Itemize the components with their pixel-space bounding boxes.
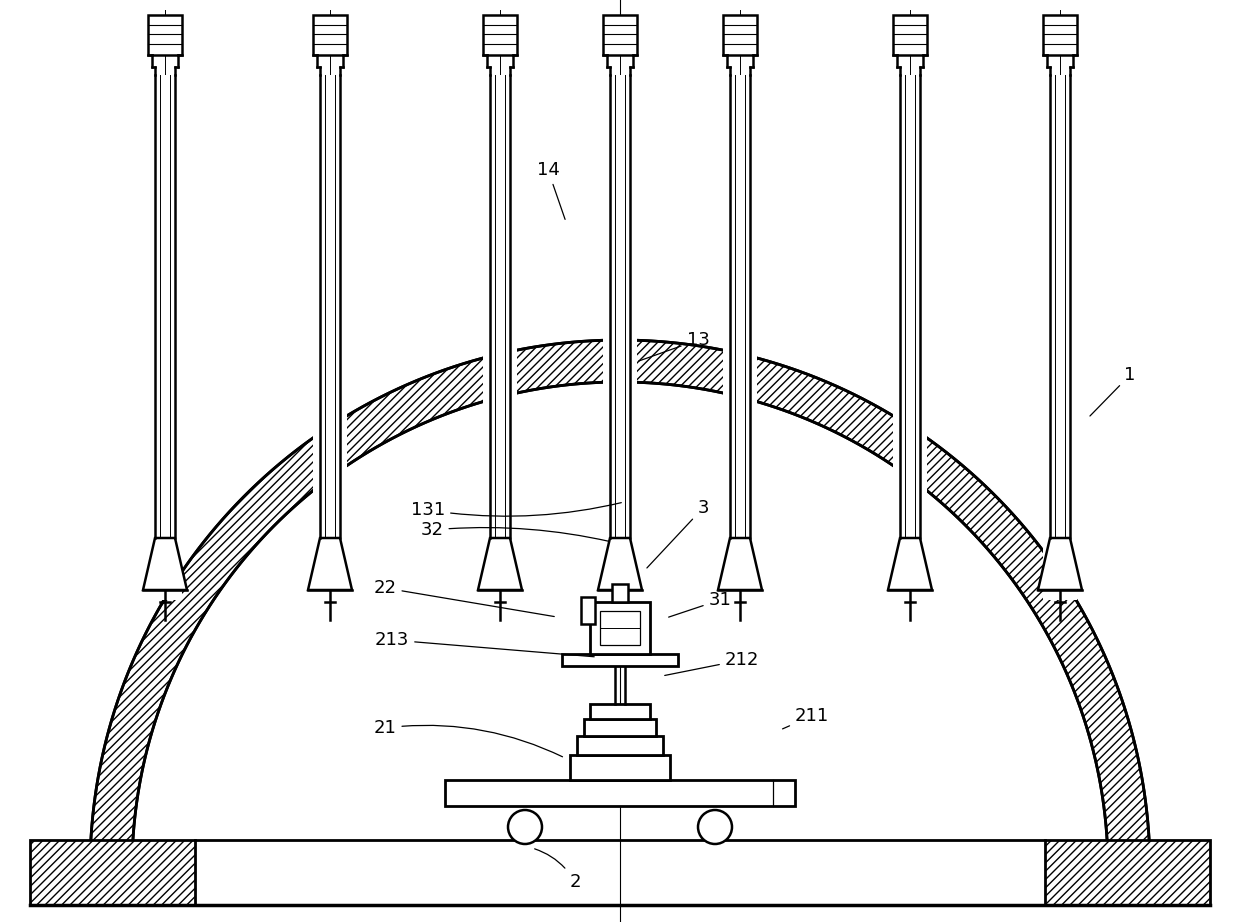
Polygon shape: [562, 654, 678, 666]
Polygon shape: [1050, 75, 1070, 538]
Polygon shape: [570, 755, 670, 780]
Polygon shape: [598, 538, 642, 590]
Polygon shape: [1045, 840, 1210, 905]
Text: 211: 211: [782, 707, 830, 729]
Polygon shape: [577, 736, 663, 755]
Polygon shape: [582, 597, 595, 624]
Text: 213: 213: [374, 631, 594, 656]
Text: 212: 212: [665, 651, 759, 676]
Polygon shape: [312, 15, 347, 600]
Polygon shape: [590, 704, 650, 719]
Polygon shape: [893, 15, 928, 55]
Polygon shape: [312, 15, 347, 55]
Text: 21: 21: [373, 719, 563, 757]
Polygon shape: [590, 602, 650, 654]
Polygon shape: [320, 75, 340, 538]
Polygon shape: [893, 15, 928, 600]
Polygon shape: [445, 780, 795, 806]
Polygon shape: [131, 382, 1109, 870]
Polygon shape: [490, 75, 510, 538]
Text: 131: 131: [410, 501, 621, 519]
Polygon shape: [1038, 538, 1083, 590]
Text: 13: 13: [639, 331, 709, 361]
Text: 32: 32: [420, 521, 609, 541]
Text: 22: 22: [373, 579, 554, 617]
Polygon shape: [613, 584, 627, 602]
Circle shape: [508, 810, 542, 844]
Text: 31: 31: [668, 591, 732, 617]
Polygon shape: [1043, 15, 1078, 55]
Polygon shape: [888, 538, 932, 590]
Polygon shape: [900, 75, 920, 538]
Polygon shape: [484, 15, 517, 600]
Polygon shape: [477, 538, 522, 590]
Polygon shape: [143, 538, 187, 590]
Polygon shape: [600, 611, 640, 645]
Polygon shape: [603, 15, 637, 600]
Text: 1: 1: [1090, 366, 1136, 416]
Circle shape: [698, 810, 732, 844]
Polygon shape: [603, 15, 637, 55]
Polygon shape: [730, 75, 750, 538]
Polygon shape: [148, 15, 182, 600]
Polygon shape: [484, 15, 517, 55]
Polygon shape: [610, 75, 630, 538]
Polygon shape: [308, 538, 352, 590]
Text: 14: 14: [537, 161, 565, 219]
Polygon shape: [584, 719, 656, 736]
Polygon shape: [30, 840, 195, 905]
Polygon shape: [1043, 15, 1078, 600]
Polygon shape: [155, 75, 175, 538]
Polygon shape: [723, 15, 756, 55]
Text: 2: 2: [534, 849, 580, 891]
Polygon shape: [148, 15, 182, 55]
Polygon shape: [718, 538, 763, 590]
Polygon shape: [723, 15, 756, 600]
Text: 3: 3: [647, 499, 709, 568]
Polygon shape: [91, 340, 1149, 870]
